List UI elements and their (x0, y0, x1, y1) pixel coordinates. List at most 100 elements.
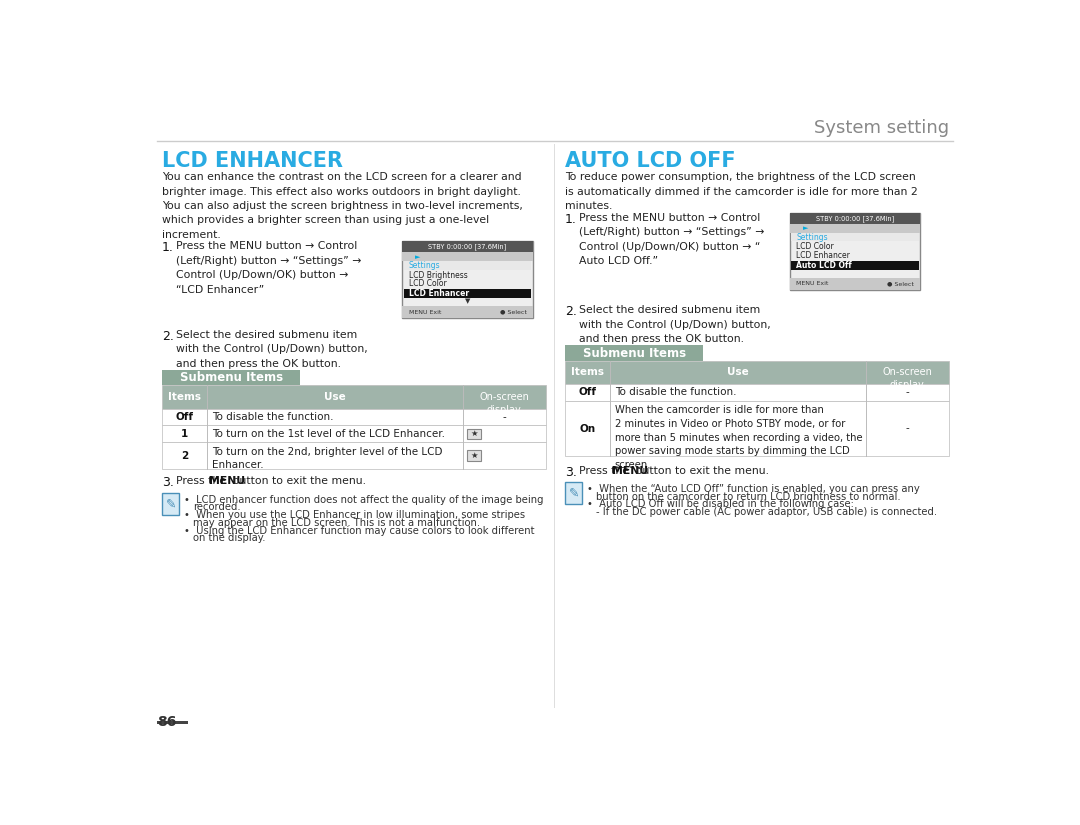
Text: ★: ★ (471, 430, 478, 438)
Text: You can enhance the contrast on the LCD screen for a clearer and
brighter image.: You can enhance the contrast on the LCD … (162, 172, 523, 240)
Bar (404, 262, 531, 270)
Text: Items: Items (168, 392, 201, 402)
Text: MENU: MENU (611, 465, 648, 475)
Bar (468, 428, 482, 440)
Text: 3.: 3. (162, 476, 174, 489)
Text: MENU Exit: MENU Exit (796, 281, 828, 286)
Text: LCD Color: LCD Color (796, 243, 834, 252)
Text: System setting: System setting (813, 120, 948, 137)
Text: On-screen
display: On-screen display (882, 367, 932, 390)
Text: LCD Enhancer: LCD Enhancer (796, 251, 850, 260)
Text: LCD Enhancer: LCD Enhancer (408, 290, 469, 299)
Text: MENU: MENU (208, 476, 245, 486)
Text: LCD Brightness: LCD Brightness (408, 271, 468, 280)
Text: Select the desired submenu item
with the Control (Up/Down) button,
and then pres: Select the desired submenu item with the… (176, 330, 368, 369)
Text: 3.: 3. (565, 465, 577, 478)
Bar (162, 408, 545, 426)
Text: ►: ► (802, 225, 808, 231)
Bar (565, 401, 948, 456)
Text: STBY 0:00:00 [37.6Min]: STBY 0:00:00 [37.6Min] (815, 215, 894, 222)
Bar (404, 290, 531, 299)
Text: Press the MENU button → Control
(Left/Right) button → “Settings” →
Control (Up/D: Press the MENU button → Control (Left/Ri… (579, 213, 765, 266)
Text: Settings: Settings (408, 262, 441, 271)
Text: recorded.: recorded. (193, 502, 241, 512)
Bar (162, 385, 545, 408)
Text: Press the: Press the (176, 476, 230, 486)
Text: To reduce power consumption, the brightness of the LCD screen
is automatically d: To reduce power consumption, the brightn… (565, 172, 918, 211)
Text: Submenu Items: Submenu Items (582, 346, 686, 360)
Text: Off: Off (579, 388, 596, 398)
Text: Press the: Press the (579, 465, 633, 475)
Text: LCD Color: LCD Color (408, 280, 446, 288)
Bar (403, 252, 532, 262)
Bar (468, 450, 482, 461)
Bar (403, 242, 532, 252)
Text: - If the DC power cable (AC power adaptor, USB cable) is connected.: - If the DC power cable (AC power adapto… (596, 507, 937, 517)
Text: ● Select: ● Select (499, 310, 526, 315)
Text: To disable the function.: To disable the function. (212, 412, 334, 422)
Bar (162, 442, 545, 469)
Bar (789, 213, 920, 224)
Text: 86: 86 (157, 715, 176, 729)
Bar (162, 493, 179, 515)
Bar (403, 242, 532, 318)
Bar (789, 224, 920, 233)
Text: button to exit the menu.: button to exit the menu. (632, 465, 769, 475)
Text: ✎: ✎ (568, 487, 579, 500)
Text: To turn on the 1st level of the LCD Enhancer.: To turn on the 1st level of the LCD Enha… (212, 429, 445, 439)
Text: When the camcorder is idle for more than
2 minutes in Video or Photo STBY mode, : When the camcorder is idle for more than… (615, 405, 862, 470)
Text: To turn on the 2nd, brighter level of the LCD
Enhancer.: To turn on the 2nd, brighter level of th… (212, 447, 442, 470)
Bar (789, 278, 920, 290)
Text: -: - (905, 423, 909, 434)
Text: on the display.: on the display. (193, 533, 266, 544)
Text: Press the MENU button → Control
(Left/Right) button → “Settings” →
Control (Up/D: Press the MENU button → Control (Left/Ri… (176, 242, 362, 295)
Text: Settings: Settings (796, 233, 827, 242)
Text: -: - (905, 388, 909, 398)
Text: Auto LCD Off: Auto LCD Off (796, 261, 852, 270)
Text: Items: Items (571, 367, 604, 377)
Bar (792, 261, 918, 270)
Text: MENU Exit: MENU Exit (408, 310, 441, 315)
Bar (565, 361, 948, 384)
Text: To disable the function.: To disable the function. (615, 388, 737, 398)
Text: ● Select: ● Select (887, 281, 914, 286)
Text: LCD ENHANCER: LCD ENHANCER (162, 151, 343, 172)
Text: On-screen
display: On-screen display (480, 392, 529, 415)
Text: AUTO LCD OFF: AUTO LCD OFF (565, 151, 735, 172)
Text: 2: 2 (181, 450, 188, 460)
Text: •  LCD enhancer function does not affect the quality of the image being: • LCD enhancer function does not affect … (184, 495, 543, 505)
Text: ▼: ▼ (464, 298, 470, 304)
Bar (565, 384, 948, 401)
Text: may appear on the LCD screen. This is not a malfunction.: may appear on the LCD screen. This is no… (193, 518, 481, 528)
Text: 2.: 2. (162, 330, 174, 343)
Text: 2.: 2. (565, 305, 577, 318)
Text: button to exit the menu.: button to exit the menu. (229, 476, 366, 486)
Text: Use: Use (727, 367, 748, 377)
Bar (565, 483, 582, 504)
Text: Submenu Items: Submenu Items (179, 371, 283, 384)
Text: -: - (502, 412, 507, 422)
Text: button on the camcorder to return LCD brightness to normal.: button on the camcorder to return LCD br… (596, 492, 901, 502)
Text: •  Using the LCD Enhancer function may cause colors to look different: • Using the LCD Enhancer function may ca… (184, 526, 535, 535)
Bar (792, 233, 918, 242)
Text: 1.: 1. (162, 242, 174, 254)
Bar (565, 346, 703, 361)
Bar (162, 426, 545, 442)
Text: •  When you use the LCD Enhancer in low illumination, some stripes: • When you use the LCD Enhancer in low i… (184, 510, 525, 521)
Bar (157, 721, 188, 724)
Bar (162, 370, 300, 385)
Text: ★: ★ (471, 451, 478, 460)
Text: •  Auto LCD Off will be disabled in the following case:: • Auto LCD Off will be disabled in the f… (586, 499, 853, 509)
Text: •  When the “Auto LCD Off” function is enabled, you can press any: • When the “Auto LCD Off” function is en… (586, 484, 919, 494)
Text: STBY 0:00:00 [37.6Min]: STBY 0:00:00 [37.6Min] (429, 243, 507, 250)
Text: 1: 1 (181, 429, 188, 439)
Text: ✎: ✎ (165, 497, 176, 511)
Text: Select the desired submenu item
with the Control (Up/Down) button,
and then pres: Select the desired submenu item with the… (579, 305, 771, 344)
Text: Off: Off (176, 412, 193, 422)
Text: ►: ► (415, 254, 420, 260)
Bar (403, 306, 532, 318)
Text: On: On (580, 423, 596, 434)
Text: Use: Use (324, 392, 346, 402)
Text: 1.: 1. (565, 213, 577, 226)
Bar (789, 213, 920, 290)
